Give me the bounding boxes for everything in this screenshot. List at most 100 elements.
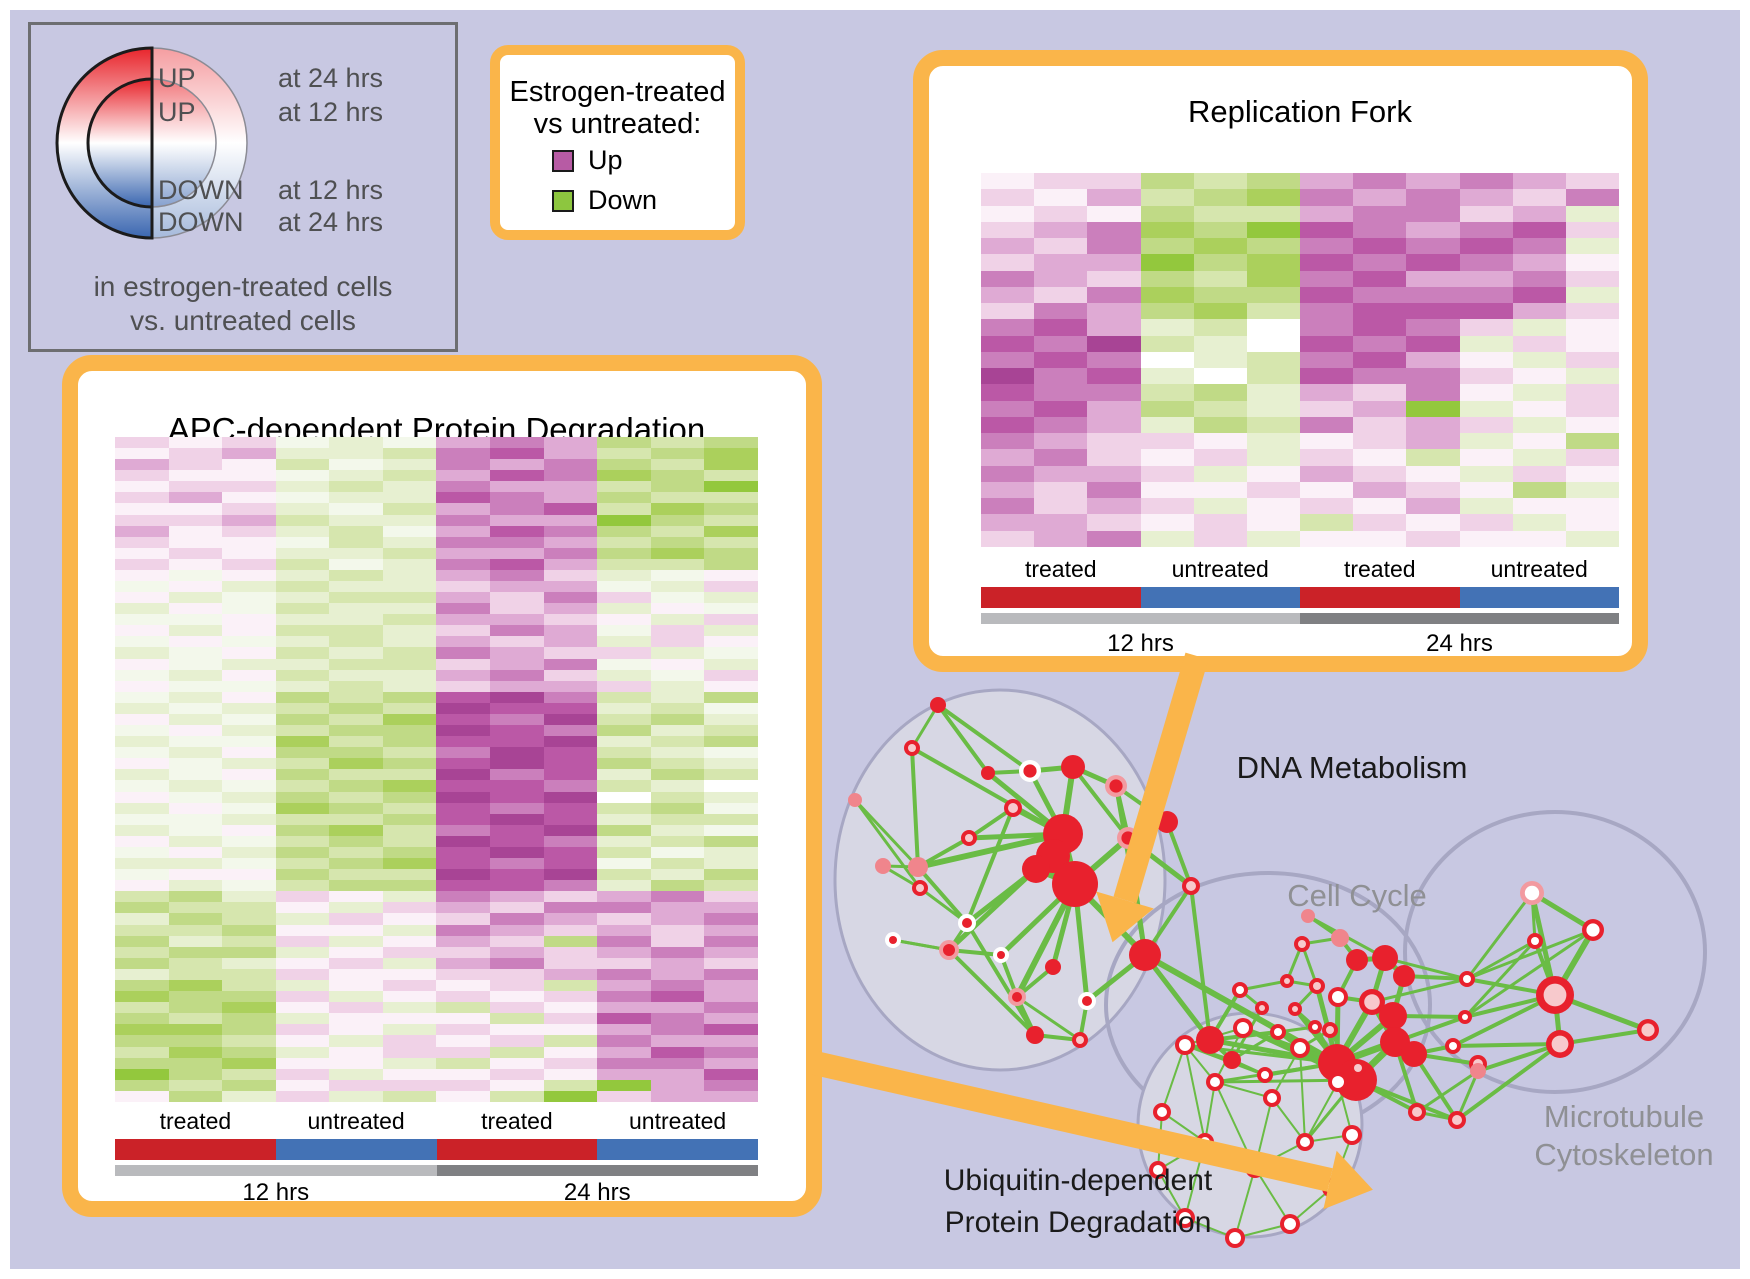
heatmap-cell [650,1057,705,1069]
heatmap-cell [1406,286,1460,304]
heatmap-cell [436,448,491,460]
heatmap-cell [1034,205,1088,222]
heatmap-cell [1140,465,1194,482]
heatmap-cell [275,525,330,537]
heatmap-cell [168,1068,223,1080]
heatmap-cell [490,547,544,559]
heatmap-cell [275,481,330,493]
heatmap-cell [981,351,1035,369]
heatmap-cell [597,536,651,548]
heatmap-cell [1459,238,1513,255]
heatmap-cell [650,558,705,570]
heatmap-cell [168,691,223,703]
heatmap-cell [704,636,758,648]
heatmap-cell [981,481,1035,499]
heatmap-cell [490,913,544,925]
heatmap-cell [1459,368,1513,385]
heatmap-cell [168,1002,223,1014]
heatmap-cell [275,769,330,781]
heatmap-cell [329,547,383,559]
heatmap-cell [597,1024,651,1036]
down-12-time: at 12 hrs [278,175,384,205]
up-24-time: at 24 hrs [278,63,384,93]
heatmap-cell [115,769,169,781]
heatmap-cell [597,592,651,604]
heatmap-cell [704,437,758,449]
heatmap-cell [597,780,651,792]
heatmap-cell [1087,303,1141,320]
heatmap-cell [543,891,598,903]
inner-ring-12h [86,77,154,209]
heatmap-cell [597,747,651,759]
heatmap-cell [1565,238,1619,255]
heatmap-cell [275,736,330,748]
heatmap-cell [1246,449,1300,466]
heatmap-cell [543,459,598,471]
heatmap-cell [543,470,598,482]
heatmap-cell [704,968,758,980]
heatmap-cell [650,725,705,737]
heatmap-cell [275,813,330,825]
heatmap-cell [543,647,598,659]
heatmap-cell [1300,270,1354,287]
heatmap-cell [704,747,758,759]
heatmap-cell [1034,319,1088,336]
updown-color-key: Estrogen-treated vs untreated: Up Down [490,45,745,240]
heatmap-cell [490,991,544,1003]
heatmap-cell [168,713,223,726]
heatmap-cell [1406,270,1460,287]
heatmap-cell [1512,238,1566,255]
heatmap-cell [543,913,598,925]
heatmap-cell [168,791,223,803]
heatmap-cell [382,1002,437,1014]
heatmap-cell [436,702,491,714]
heatmap-cell [1246,221,1300,238]
heatmap-cell [329,857,383,870]
heatmap-cell [650,680,705,692]
heatmap-cell [329,658,383,670]
heatmap-cell [597,713,651,726]
heatmap-cell [1406,384,1460,401]
heatmap-cell [329,592,383,604]
heatmap-cell [168,536,223,548]
heatmap-cell [490,769,544,781]
heatmap-cell [329,647,383,659]
heatmap-cell [382,813,437,825]
heatmap-cell [490,669,544,681]
heatmap-cell [490,459,544,471]
heatmap-cell [436,713,491,726]
heatmap-cell [115,791,169,803]
heatmap-cell [490,702,544,714]
heatmap-cell [115,481,169,493]
heatmap-cell [1459,286,1513,304]
heatmap-cell [1193,238,1247,255]
heatmap-cell [543,592,598,604]
heatmap-cell [436,1013,491,1025]
heatmap-cell [981,400,1035,417]
heatmap-cell [597,946,651,958]
heatmap-cell [222,691,276,703]
heatmap-cell [597,991,651,1003]
heatmap-cell [329,736,383,748]
heatmap-cell [275,791,330,803]
heatmap-cell [490,1002,544,1014]
heatmap-cell [382,636,437,648]
heatmap-cell [1353,498,1407,515]
heatmap-cell [650,1024,705,1036]
heatmap-cell [168,1046,223,1058]
heatmap-cell [115,957,169,969]
heatmap-cell [1087,189,1141,206]
heatmap-cell [597,1013,651,1025]
heatmap-cell [981,416,1035,434]
heatmap-cell [222,769,276,781]
heatmap-cell [329,991,383,1003]
heatmap-cell [382,869,437,881]
heatmap-cell [1140,303,1194,320]
heatmap-cell [222,470,276,482]
heatmap-cell [115,1046,169,1058]
heatmap-cell [650,492,705,504]
heatmap-cell [597,558,651,570]
heatmap-cell [115,835,169,847]
heatmap-cell [1353,481,1407,499]
heatmap-cell [275,658,330,670]
